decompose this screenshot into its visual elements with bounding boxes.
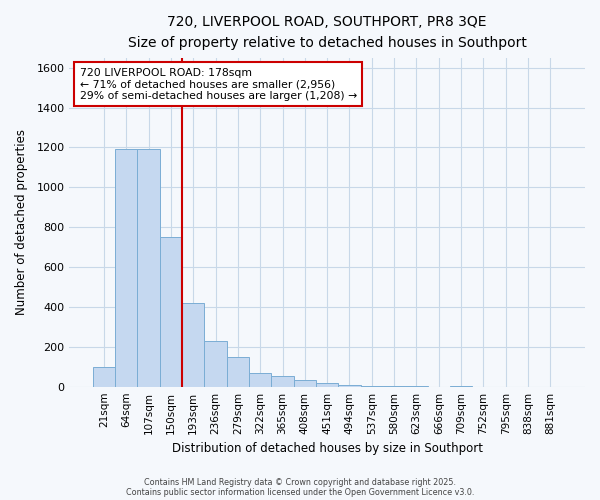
Bar [93,366,115,386]
Bar [293,380,316,386]
X-axis label: Distribution of detached houses by size in Southport: Distribution of detached houses by size … [172,442,482,455]
Bar [249,372,271,386]
Bar [338,384,361,386]
Text: 720 LIVERPOOL ROAD: 178sqm
← 71% of detached houses are smaller (2,956)
29% of s: 720 LIVERPOOL ROAD: 178sqm ← 71% of deta… [80,68,357,101]
Bar [227,357,249,386]
Bar [115,150,137,386]
Bar [271,376,293,386]
Bar [160,237,182,386]
Title: 720, LIVERPOOL ROAD, SOUTHPORT, PR8 3QE
Size of property relative to detached ho: 720, LIVERPOOL ROAD, SOUTHPORT, PR8 3QE … [128,15,527,50]
Bar [182,303,205,386]
Text: Contains HM Land Registry data © Crown copyright and database right 2025.
Contai: Contains HM Land Registry data © Crown c… [126,478,474,497]
Bar [316,382,338,386]
Bar [205,341,227,386]
Bar [137,150,160,386]
Y-axis label: Number of detached properties: Number of detached properties [15,129,28,315]
